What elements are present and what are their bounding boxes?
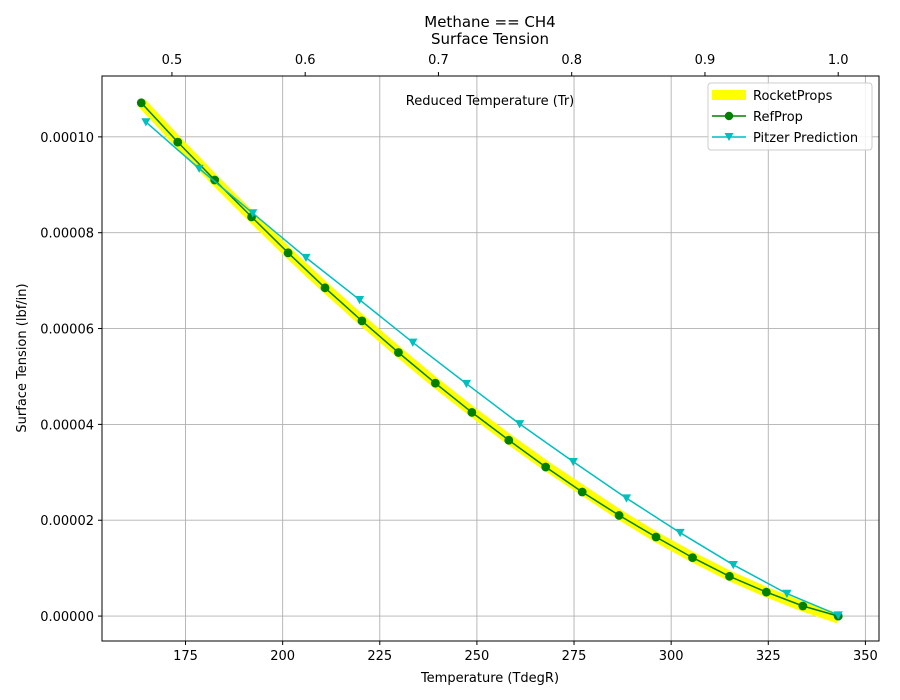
data-point-refprop: [210, 175, 220, 185]
legend-label-pitzer: Pitzer Prediction: [753, 131, 858, 146]
axis-ticks: 175 200 225 250 275 300 325 350 0.00000 0.00002 0.…: [40, 53, 878, 664]
top-tick-label: 0.6: [295, 53, 316, 68]
top-tick-label: 0.7: [428, 53, 449, 68]
legend-marker-pitzer: [724, 133, 734, 141]
data-point-refprop: [504, 435, 514, 445]
y-axis-label: Surface Tension (lbf/in): [15, 283, 30, 432]
legend-label-refprop: RefProp: [753, 110, 803, 125]
data-point-refprop: [283, 248, 293, 258]
data-point-pitzer-prediction: [782, 589, 792, 598]
chart-subtitle: Surface Tension: [431, 30, 549, 48]
data-point-pitzer-prediction: [568, 457, 578, 467]
data-point-pitzer-prediction: [461, 379, 472, 389]
data-point-refprop: [173, 137, 183, 147]
data-point-pitzer-prediction: [194, 164, 204, 173]
data-point-pitzer-prediction: [301, 253, 311, 263]
data-point-refprop: [320, 283, 330, 293]
legend-label-rocketprops: RocketProps: [753, 89, 833, 104]
data-point-refprop: [357, 316, 367, 326]
x-tick-label: 175: [173, 649, 198, 664]
data-point-pitzer-prediction: [248, 209, 258, 218]
data-point-pitzer-prediction: [728, 561, 738, 570]
x-tick-label: 225: [367, 649, 392, 664]
y-tick-label: 0.00010: [40, 131, 94, 146]
data-point-pitzer-prediction: [408, 338, 418, 347]
x-tick-label: 200: [270, 649, 295, 664]
data-point-pitzer-prediction: [621, 494, 632, 503]
chart-title: Methane == CH4: [424, 13, 555, 31]
plot-series: [136, 98, 843, 624]
legend-marker-refprop: [724, 111, 734, 121]
x-tick-label: 350: [853, 649, 878, 664]
data-point-refprop: [798, 601, 808, 611]
data-point-refprop: [136, 98, 146, 108]
data-point-pitzer-prediction: [833, 611, 843, 620]
data-point-pitzer-prediction: [515, 420, 525, 429]
data-point-pitzer-prediction: [675, 528, 685, 538]
data-point-refprop: [430, 378, 440, 388]
data-point-refprop: [761, 587, 771, 597]
y-tick-label: 0.00004: [40, 418, 94, 433]
data-point-refprop: [651, 532, 661, 542]
plot-frame: [101, 75, 880, 642]
data-point-pitzer-prediction: [141, 118, 151, 127]
x-tick-label: 325: [756, 649, 781, 664]
top-axis-label: Reduced Temperature (Tr): [406, 94, 574, 109]
legend-box: [707, 82, 873, 151]
series-line-refprop: [140, 102, 839, 617]
data-point-refprop: [467, 408, 477, 417]
legend: RocketProps RefProp Pitzer Prediction: [707, 82, 873, 151]
data-point-pitzer-prediction: [354, 295, 365, 305]
x-tick-label: 250: [464, 649, 489, 664]
data-point-refprop: [577, 487, 587, 497]
y-tick-label: 0.00006: [40, 323, 94, 338]
series-line-pitzer-prediction: [145, 121, 839, 616]
y-tick-label: 0.00002: [40, 514, 94, 529]
y-tick-label: 0.00008: [40, 227, 94, 242]
top-tick-label: 0.5: [162, 53, 183, 68]
x-tick-label: 300: [659, 649, 684, 664]
data-point-refprop: [688, 553, 697, 563]
top-tick-label: 0.8: [561, 53, 582, 68]
y-tick-label: 0.00000: [40, 610, 94, 625]
x-axis-label: Temperature (TdegR): [420, 671, 559, 686]
data-point-refprop: [541, 462, 551, 472]
top-tick-label: 0.9: [695, 53, 716, 68]
x-tick-label: 275: [562, 649, 587, 664]
top-tick-label: 1.0: [828, 53, 849, 68]
data-point-refprop: [614, 511, 624, 520]
data-point-refprop: [394, 348, 403, 357]
data-point-refprop: [725, 571, 734, 581]
